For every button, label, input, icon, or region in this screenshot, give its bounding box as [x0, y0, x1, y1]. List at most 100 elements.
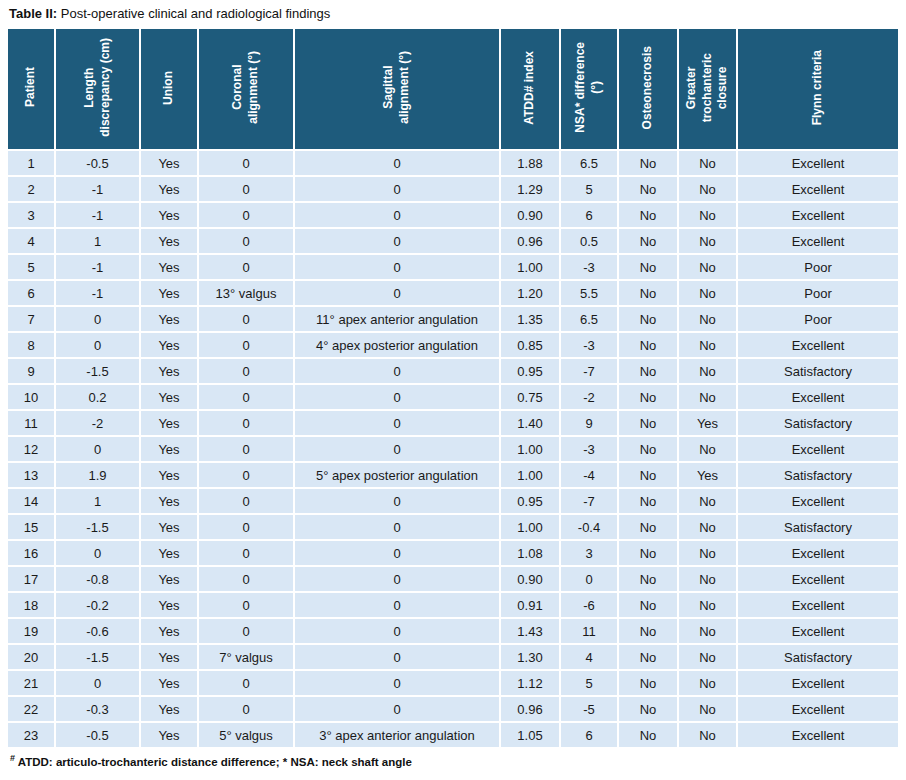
- table-cell: 0.96: [500, 228, 560, 254]
- table-cell: 0: [198, 410, 294, 436]
- table-cell: -5: [560, 696, 618, 722]
- table-cell: 0.85: [500, 332, 560, 358]
- table-row: 210Yes001.125NoNoExcellent: [8, 670, 898, 696]
- table-cell: 1: [55, 228, 140, 254]
- table-cell: -2: [560, 384, 618, 410]
- column-header-label: Patient: [23, 67, 39, 107]
- table-cell: No: [618, 358, 678, 384]
- table-row: 11-2Yes001.409NoYesSatisfactory: [8, 410, 898, 436]
- table-cell: 3° apex anterior angulation: [294, 722, 500, 747]
- table-cell: 0: [294, 644, 500, 670]
- table-cell: 5.5: [560, 280, 618, 306]
- table-cell: -0.5: [55, 150, 140, 176]
- table-cell: Yes: [140, 332, 198, 358]
- table-cell: 0: [198, 254, 294, 280]
- table-cell: Yes: [140, 306, 198, 332]
- column-header-union: Union: [140, 29, 198, 150]
- table-cell: Excellent: [737, 202, 898, 228]
- table-cell: Yes: [140, 462, 198, 488]
- table-row: 5-1Yes001.00-3NoNoPoor: [8, 254, 898, 280]
- table-cell: 0: [294, 670, 500, 696]
- table-cell: No: [678, 202, 737, 228]
- table-cell: 13° valgus: [198, 280, 294, 306]
- table-cell: 1.35: [500, 306, 560, 332]
- table-cell: 18: [8, 592, 55, 618]
- table-cell: 1.00: [500, 462, 560, 488]
- column-header-atdd: ATDD# index: [500, 29, 560, 150]
- table-cell: No: [678, 696, 737, 722]
- table-cell: No: [678, 592, 737, 618]
- table-title-text: Post-operative clinical and radiological…: [57, 6, 330, 21]
- column-header-label: Sagittal alignment (°): [381, 51, 412, 124]
- table-cell: 6: [560, 722, 618, 747]
- table-cell: 0: [294, 566, 500, 592]
- table-cell: 16: [8, 540, 55, 566]
- table-cell: 0: [198, 202, 294, 228]
- table-cell: 4: [8, 228, 55, 254]
- table-cell: -0.8: [55, 566, 140, 592]
- table-cell: Yes: [140, 514, 198, 540]
- table-cell: 19: [8, 618, 55, 644]
- findings-table: PatientLength discrepancy (cm)UnionCoron…: [8, 29, 898, 747]
- table-cell: 0: [294, 228, 500, 254]
- table-row: 20-1.5Yes7° valgus01.304NoNoSatisfactory: [8, 644, 898, 670]
- table-cell: Poor: [737, 306, 898, 332]
- table-cell: Yes: [140, 254, 198, 280]
- column-header-label: Union: [161, 71, 177, 105]
- table-cell: 0: [198, 696, 294, 722]
- footnote: # ATDD: articulo-trochanteric distance d…: [10, 753, 898, 768]
- table-row: 120Yes001.00-3NoNoExcellent: [8, 436, 898, 462]
- table-cell: Excellent: [737, 618, 898, 644]
- table-cell: 14: [8, 488, 55, 514]
- table-cell: No: [618, 722, 678, 747]
- table-cell: -1: [55, 280, 140, 306]
- table-cell: Yes: [140, 150, 198, 176]
- table-row: 18-0.2Yes000.91-6NoNoExcellent: [8, 592, 898, 618]
- table-cell: 1.20: [500, 280, 560, 306]
- table-cell: 15: [8, 514, 55, 540]
- table-cell: -3: [560, 436, 618, 462]
- table-cell: Yes: [140, 280, 198, 306]
- table-cell: 1.00: [500, 436, 560, 462]
- table-cell: 17: [8, 566, 55, 592]
- table-cell: 23: [8, 722, 55, 747]
- table-cell: Excellent: [737, 384, 898, 410]
- table-cell: 0: [198, 436, 294, 462]
- table-cell: -6: [560, 592, 618, 618]
- table-cell: 0: [294, 436, 500, 462]
- table-cell: 0: [198, 514, 294, 540]
- table-cell: No: [678, 644, 737, 670]
- column-header-flynn: Flynn criteria: [737, 29, 898, 150]
- table-cell: No: [618, 540, 678, 566]
- table-row: 22-0.3Yes000.96-5NoNoExcellent: [8, 696, 898, 722]
- table-cell: 0: [294, 540, 500, 566]
- table-cell: Yes: [140, 566, 198, 592]
- table-cell: -0.6: [55, 618, 140, 644]
- table-cell: Excellent: [737, 176, 898, 202]
- table-cell: 0: [198, 384, 294, 410]
- table-cell: 7: [8, 306, 55, 332]
- table-cell: 7° valgus: [198, 644, 294, 670]
- table-row: 15-1.5Yes001.00-0.4NoNoSatisfactory: [8, 514, 898, 540]
- table-cell: Yes: [678, 462, 737, 488]
- table-cell: 0.95: [500, 358, 560, 384]
- table-cell: Yes: [140, 358, 198, 384]
- table-cell: -4: [560, 462, 618, 488]
- table-cell: No: [678, 722, 737, 747]
- table-cell: No: [678, 176, 737, 202]
- table-row: 70Yes011° apex anterior angulation1.356.…: [8, 306, 898, 332]
- column-header-coronal: Coronal alignment (°): [198, 29, 294, 150]
- table-cell: 0: [198, 228, 294, 254]
- table-cell: No: [678, 436, 737, 462]
- table-cell: 0: [294, 358, 500, 384]
- column-header-label: Osteonecrosis: [640, 46, 656, 129]
- table-cell: 1.43: [500, 618, 560, 644]
- table-cell: 11: [560, 618, 618, 644]
- table-cell: 0: [294, 280, 500, 306]
- table-cell: No: [618, 514, 678, 540]
- table-cell: Yes: [140, 696, 198, 722]
- table-cell: 0: [294, 592, 500, 618]
- table-row: 160Yes001.083NoNoExcellent: [8, 540, 898, 566]
- table-cell: -7: [560, 488, 618, 514]
- table-cell: 0: [294, 618, 500, 644]
